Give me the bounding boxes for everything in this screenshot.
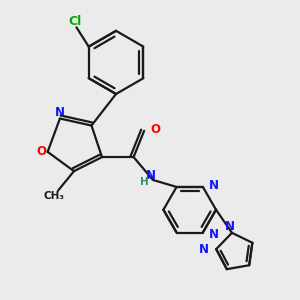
Text: N: N <box>209 228 219 241</box>
Text: N: N <box>209 179 219 192</box>
Text: N: N <box>146 169 156 182</box>
Text: H: H <box>140 177 148 187</box>
Text: N: N <box>225 220 235 233</box>
Text: Cl: Cl <box>68 14 81 28</box>
Text: N: N <box>55 106 65 119</box>
Text: N: N <box>199 243 209 256</box>
Text: O: O <box>36 146 46 158</box>
Text: CH₃: CH₃ <box>44 191 64 201</box>
Text: O: O <box>150 123 161 136</box>
